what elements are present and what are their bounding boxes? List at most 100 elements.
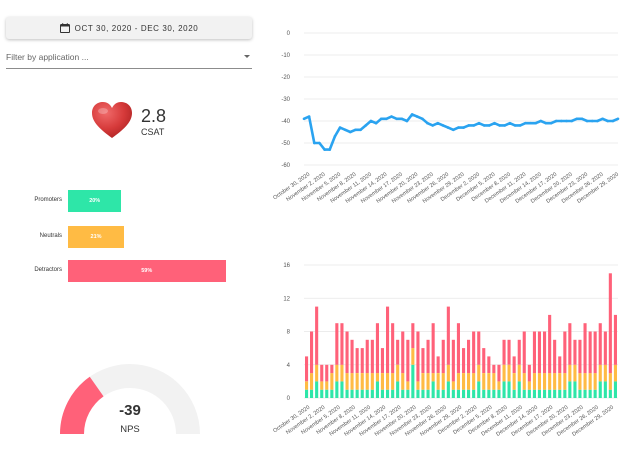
bar-segment-promoters [502,381,506,398]
bar-segment-detractors [370,339,374,374]
bar-segment-promoters [568,381,572,398]
bar-segment-neutrals [345,373,349,390]
calendar-icon [59,23,70,33]
line-point [379,117,383,121]
bar-segment-detractors [431,323,435,374]
bar-segment-promoters [608,389,612,398]
bar-segment-promoters [462,389,466,398]
line-point [498,124,501,127]
bar-segment-promoters [436,389,440,398]
y-tick-label: -40 [281,119,290,125]
line-point [374,121,378,125]
bar-segment-promoters [527,389,531,398]
bar-segment-promoters [472,389,476,398]
line-point [616,117,620,121]
bar-segment-promoters [340,381,344,398]
line-point [395,117,398,121]
bar-segment-promoters [553,389,557,398]
line-point [529,121,532,125]
bar-segment-promoters [401,389,405,398]
application-filter-select[interactable]: Filter by application ... [6,45,252,69]
y-tick-label: -60 [281,163,290,169]
date-range-button[interactable]: OCT 30, 2020 - DEC 30, 2020 [6,17,252,39]
bar-segment-neutrals [613,364,617,382]
bar-segment-neutrals [598,364,602,382]
line-point [493,121,496,125]
bar-segment-detractors [350,339,354,374]
bar-segment-promoters [578,389,582,398]
bar-segment-neutrals [315,364,319,382]
nps-value: -39 [119,402,141,419]
bar-segment-detractors [558,356,562,373]
line-point [338,126,342,129]
neutrals-percent: 21% [90,234,102,240]
bar-segment-neutrals [370,373,374,390]
line-point [554,119,558,123]
line-point [302,117,306,121]
bar-segment-detractors [391,323,395,374]
line-point [482,124,486,127]
bar-segment-promoters [345,389,349,398]
bar-segment-promoters [573,381,577,398]
line-point [534,121,537,125]
bar-segment-promoters [477,381,481,398]
bar-segment-detractors [441,339,445,374]
bar-segment-promoters [325,389,329,398]
bar-segment-detractors [330,364,334,374]
y-tick-label: 8 [287,330,291,336]
bar-segment-promoters [441,389,445,398]
bar-segment-detractors [532,331,536,374]
bar-segment-neutrals [512,373,516,390]
bar-segment-neutrals [502,364,506,382]
line-point [590,119,594,123]
bar-segment-neutrals [583,373,587,390]
bar-segment-neutrals [548,373,552,390]
bar-segment-neutrals [416,381,420,390]
bar-segment-detractors [411,323,415,349]
line-point [446,126,450,129]
bar-segment-neutrals [401,373,405,390]
bar-segment-detractors [456,323,460,374]
bar-segment-neutrals [386,373,390,390]
bar-segment-promoters [416,389,420,398]
line-point [441,124,445,127]
neutrals-bar: 21% [68,226,125,248]
bar-segment-promoters [482,389,486,398]
bar-segment-detractors [462,348,466,373]
bar-segment-promoters [406,389,410,398]
bar-segment-neutrals [522,373,526,390]
bar-segment-neutrals [573,364,577,382]
bar-segment-detractors [588,331,592,374]
bar-segment-neutrals [527,381,531,390]
line-point [451,128,455,132]
bar-segment-neutrals [543,373,547,390]
bar-segment-neutrals [482,373,486,390]
neutrals-row: Neutrals 21% [0,226,240,248]
line-point [513,124,517,127]
bar-segment-neutrals [497,381,501,390]
bar-segment-promoters [563,389,567,398]
bar-segment-detractors [583,323,587,374]
line-point [580,117,584,121]
promoters-percent: 20% [89,198,101,204]
bar-segment-promoters [310,389,314,398]
bar-segment-promoters [320,389,324,398]
promoters-label: Promoters [34,197,62,203]
bar-segment-promoters [613,381,617,398]
bar-segment-promoters [583,389,587,398]
bar-segment-detractors [406,339,410,382]
bar-segment-detractors [446,306,450,365]
bar-segment-neutrals [446,364,450,382]
nps-gauge: -39 NPS [60,362,200,436]
heart-icon [92,102,132,138]
bar-segment-neutrals [472,373,476,390]
line-point [575,117,579,121]
bar-segment-neutrals [492,373,496,390]
line-point [349,130,352,134]
bar-segment-neutrals [507,364,511,382]
bar-segment-neutrals [426,373,430,390]
bar-segment-neutrals [568,364,572,382]
bar-segment-neutrals [558,373,562,390]
bar-segment-detractors [492,364,496,374]
